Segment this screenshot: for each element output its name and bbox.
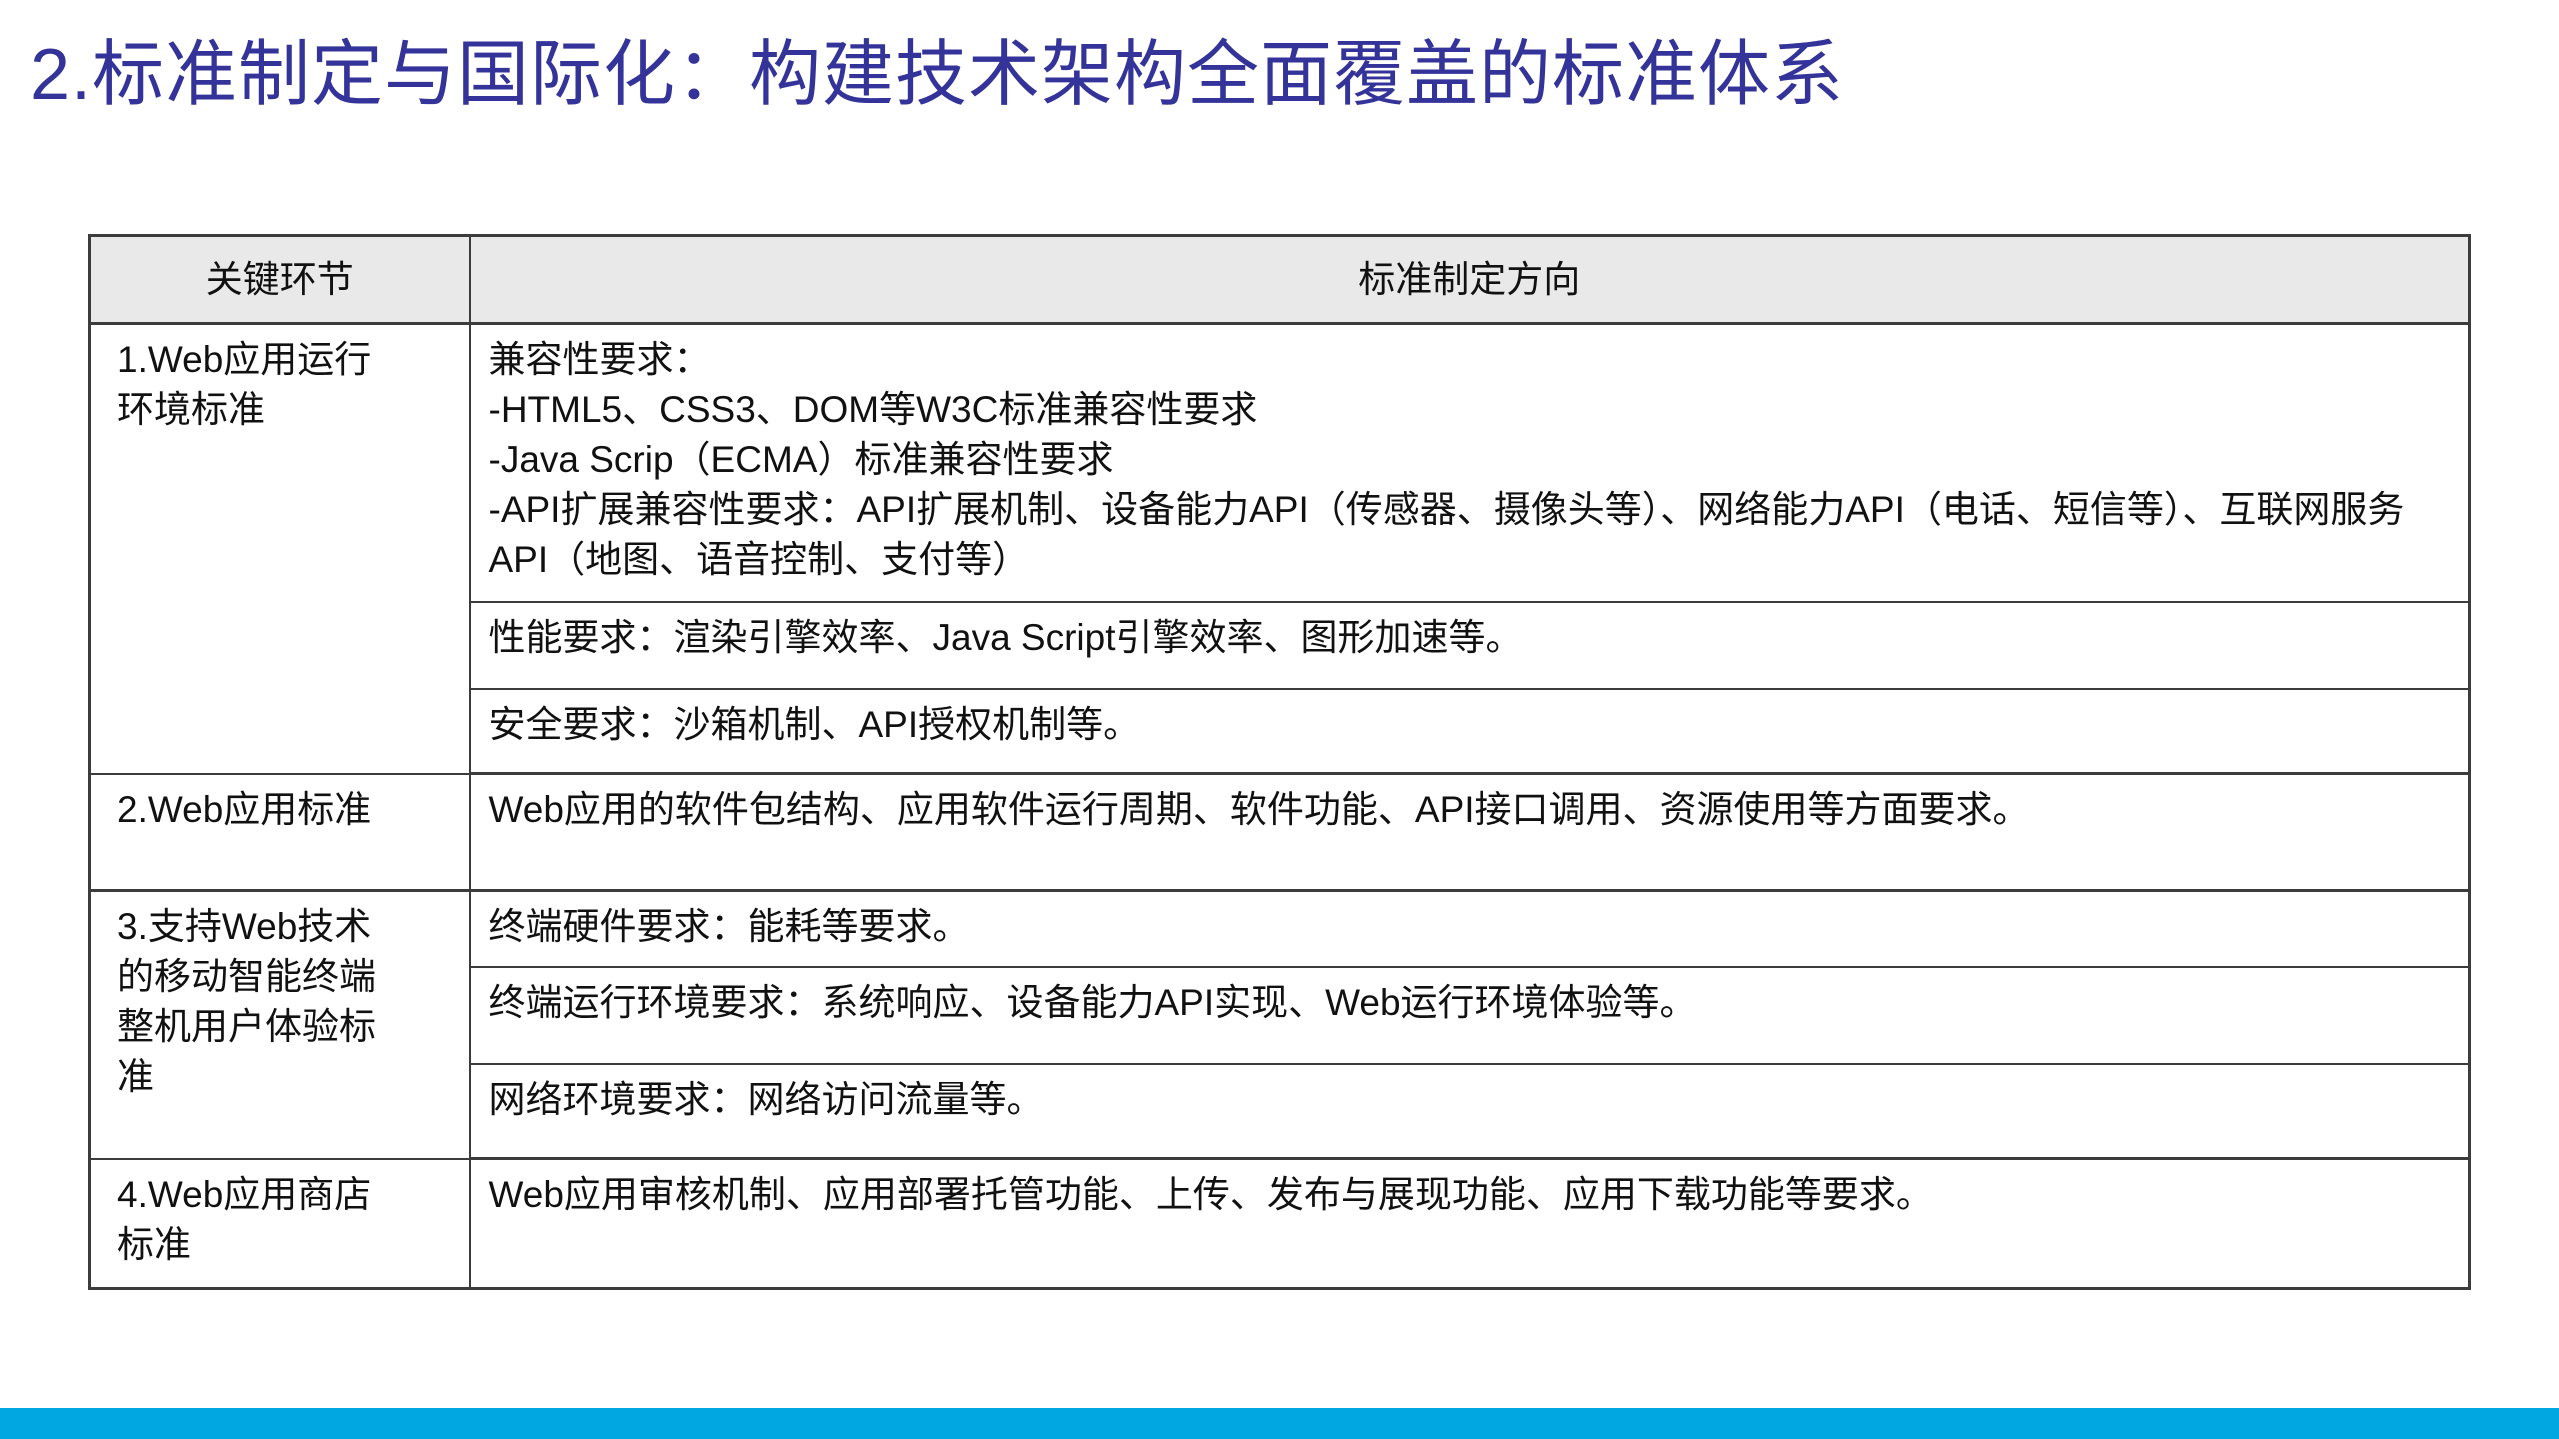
table-row-network-env: 网络环境要求：网络访问流量等。 [90, 1062, 2471, 1160]
detail-cell-network-env-requirements: 网络环境要求：网络访问流量等。 [468, 1062, 2471, 1160]
key-cell-app-store-standard: 4.Web应用商店 标准 [88, 1157, 471, 1290]
table-row-webapp-standard: 2.Web应用标准 Web应用的软件包结构、应用软件运行周期、软件功能、API接… [88, 772, 2471, 892]
bottom-accent-bar [0, 1408, 2559, 1439]
table-row-runtime-performance: 性能要求：渲染引擎效率、Java Script引擎效率、图形加速等。 [90, 600, 2471, 690]
key-cell-webapp-standard: 2.Web应用标准 [88, 772, 471, 892]
table-row-runtime-security: 安全要求：沙箱机制、API授权机制等。 [90, 687, 2471, 775]
table-row-app-store-standard: 4.Web应用商店 标准 Web应用审核机制、应用部署托管功能、上传、发布与展现… [88, 1157, 2471, 1290]
detail-cell-performance-requirements: 性能要求：渲染引擎效率、Java Script引擎效率、图形加速等。 [468, 600, 2471, 690]
table-row-terminal-runtime-env: 终端运行环境要求：系统响应、设备能力API实现、Web运行环境体验等。 [90, 965, 2471, 1065]
table-row-runtime-compat: 1.Web应用运行 环境标准 兼容性要求： -HTML5、CSS3、DOM等W3… [88, 322, 2471, 775]
column-header-standard-direction: 标准制定方向 [468, 234, 2471, 325]
table-header-row: 关键环节 标准制定方向 [88, 234, 2471, 325]
column-header-key-link: 关键环节 [88, 234, 471, 325]
key-cell-runtime-standard: 1.Web应用运行 环境标准 [88, 322, 471, 775]
detail-cell-hardware-requirements: 终端硬件要求：能耗等要求。 [468, 889, 2471, 968]
detail-cell-security-requirements: 安全要求：沙箱机制、API授权机制等。 [468, 687, 2471, 775]
key-cell-terminal-ux-standard: 3.支持Web技术 的移动智能终端 整机用户体验标 准 [88, 889, 471, 1160]
table-row-terminal-hardware: 3.支持Web技术 的移动智能终端 整机用户体验标 准 终端硬件要求：能耗等要求… [88, 889, 2471, 1160]
detail-cell-app-store-requirements: Web应用审核机制、应用部署托管功能、上传、发布与展现功能、应用下载功能等要求。 [468, 1157, 2471, 1290]
detail-cell-webapp-requirements: Web应用的软件包结构、应用软件运行周期、软件功能、API接口调用、资源使用等方… [468, 772, 2471, 892]
standards-table: 关键环节 标准制定方向 1.Web应用运行 环境标准 兼容性要求： -HTML5… [88, 234, 2471, 1290]
detail-cell-compatibility-requirements: 兼容性要求： -HTML5、CSS3、DOM等W3C标准兼容性要求 -Java … [468, 322, 2471, 603]
slide-title: 2.标准制定与国际化：构建技术架构全面覆盖的标准体系 [30, 35, 1845, 115]
detail-cell-runtime-env-requirements: 终端运行环境要求：系统响应、设备能力API实现、Web运行环境体验等。 [468, 965, 2471, 1065]
